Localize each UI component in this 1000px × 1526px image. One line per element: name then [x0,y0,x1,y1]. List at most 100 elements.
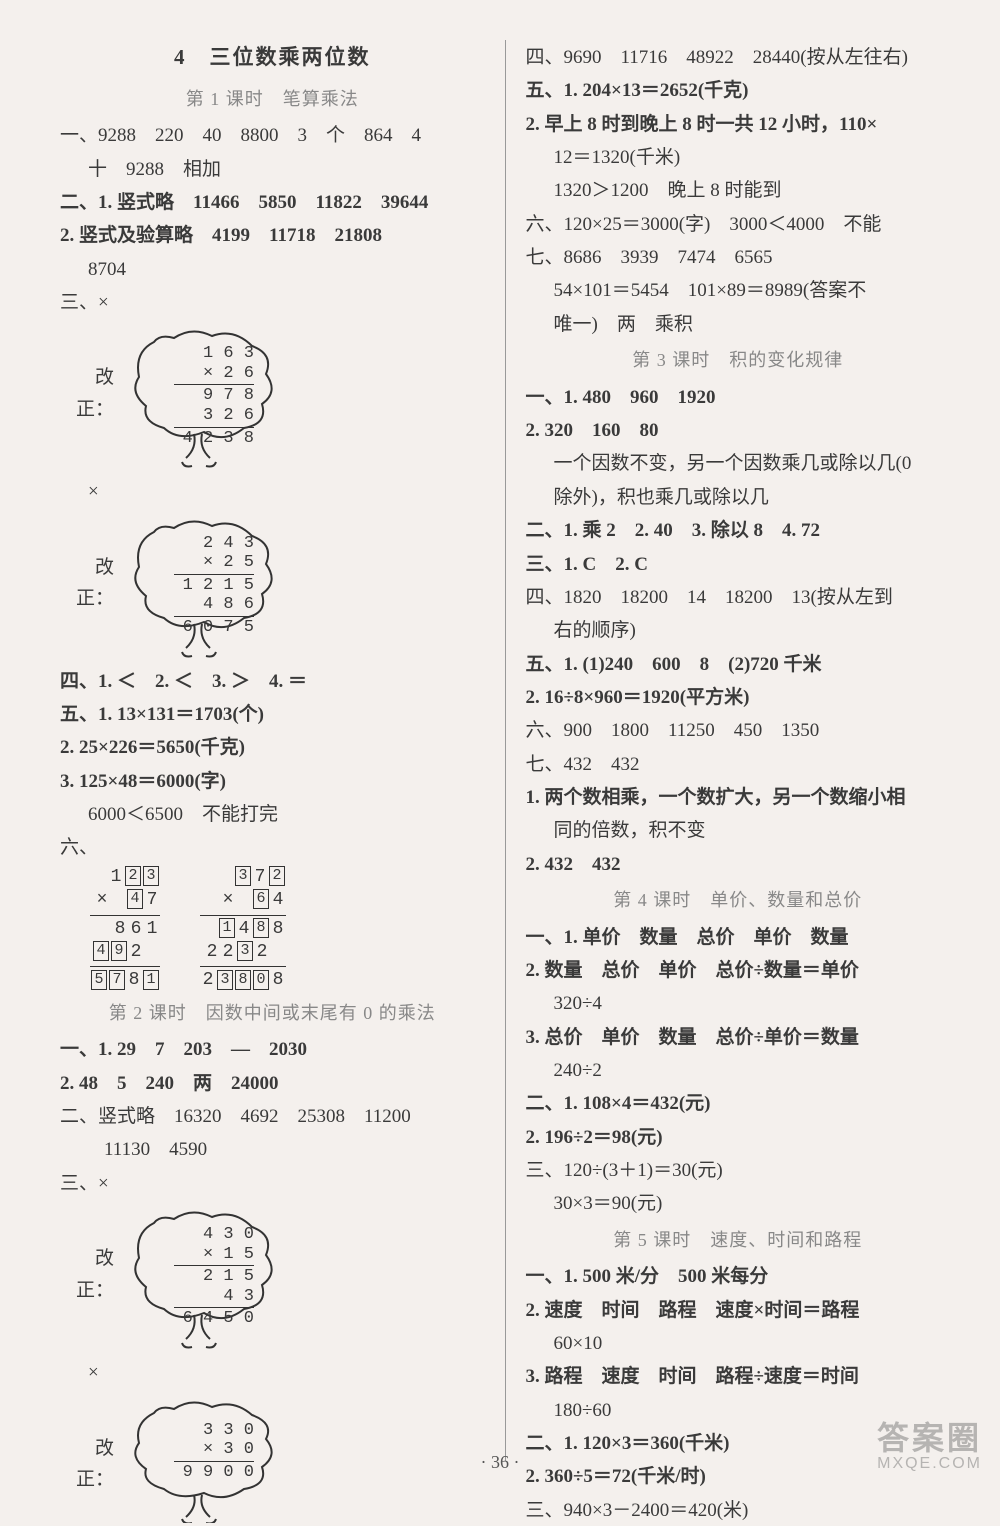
text-line: 二、1. 108×4＝432(元) [526,1088,951,1119]
text-span: 2. 早上 8 时到晚上 8 时一共 12 小时，110× [526,114,878,135]
watermark: 答案圈 MXQE.COM [877,1413,982,1473]
text-line: 七、432 432 [526,749,951,780]
text-line: 一、9288 220 40 8800 3 个 864 4 [60,120,485,151]
text-line: 六、900 1800 11250 450 1350 [526,715,951,746]
column-divider [505,40,506,1461]
text-line: 三、940×3－2400＝420(米) [526,1495,951,1526]
text-line: 一个因数不变，另一个因数乘几或除以几(0 [526,448,951,479]
text-line: 2. 196÷2＝98(元) [526,1122,951,1153]
text-span: 2. 25×226＝5650(千克) [60,737,245,758]
lesson-3-title: 第 3 课时 积的变化规律 [526,346,951,376]
text-line: 3. 路程 速度 时间 路程÷速度＝时间 [526,1361,951,1392]
text-line: 除外)，积也乘几或除以几 [526,482,951,513]
correction-tree-3: 改正： 4 3 0 × 1 5 2 1 5 4 3 6 4 5 0 [60,1203,485,1353]
text-line: 一、1. 480 960 1920 [526,382,951,413]
text-line: 2. 数量 总价 单价 总价÷数量＝单价 [526,955,951,986]
right-column: 四、9690 11716 48922 28440(按从左往右) 五、1. 204… [526,40,951,1461]
text-span: 2. 竖式及验算略 4199 11718 21808 [60,225,382,246]
text-line: 四、1. ＜ 2. ＜ 3. ＞ 4. ＝ [60,666,485,697]
text-line: 30×3＝90(元) [526,1188,951,1219]
text-line: 二、竖式略 16320 4692 25308 11200 [60,1101,485,1132]
text-line: 六、120×25＝3000(字) 3000＜4000 不能 [526,209,951,240]
fill-box-right: 372×641488223223808 [200,866,286,993]
page: 4 三位数乘两位数 第 1 课时 笔算乘法 一、9288 220 40 8800… [0,0,1000,1491]
text-span: 一、1. 单价 数量 总价 单价 数量 [526,927,849,948]
lesson-4-title: 第 4 课时 单价、数量和总价 [526,886,951,916]
vertical-multiplication: 1 6 3 × 2 6 9 7 8 3 2 6 4 2 3 8 [174,344,262,448]
text-span: 五、1. 204×13＝2652(千克) [526,80,749,101]
rule-line [174,1265,254,1266]
text-line: 五、1. 204×13＝2652(千克) [526,75,951,106]
text-line: 一、1. 500 米/分 500 米每分 [526,1261,951,1292]
text-line: 三、× [60,287,485,318]
text-span: 2. 320 160 80 [526,420,659,441]
mult-row: 4 8 6 [174,595,254,615]
text-span: 二、1. 乘 2 2. 40 3. 除以 8 4. 72 [526,520,821,541]
text-line: 8704 [60,254,485,285]
lesson-5-title: 第 5 课时 速度、时间和路程 [526,1226,951,1256]
mult-row: 4 3 0 [174,1225,254,1245]
text-span: 五、1. 13×131＝1703(个) [60,704,264,725]
mult-row: 3 3 0 [174,1421,254,1441]
text-line: × [60,476,485,507]
text-line: 3. 总价 单价 数量 总价÷单价＝数量 [526,1022,951,1053]
text-line: 三、1. C 2. C [526,549,951,580]
text-span: 2. 数量 总价 单价 总价÷数量＝单价 [526,960,859,981]
text-line: 七、8686 3939 7474 6565 [526,242,951,273]
text-line: 三、× [60,1168,485,1199]
text-line: 唯一) 两 乘积 [526,309,951,340]
correction-label: 改正： [60,512,114,615]
text-span: 3. 路程 速度 时间 路程÷速度＝时间 [526,1366,859,1387]
lesson-1-title: 第 1 课时 笔算乘法 [60,85,485,115]
rule-line [174,574,254,575]
mult-row: 6 0 7 5 [174,618,254,638]
text-span: 二、1. 108×4＝432(元) [526,1093,711,1114]
correction-tree-1: 改正： 1 6 3 × 2 6 9 7 8 3 2 6 4 2 3 8 [60,322,485,472]
vertical-multiplication: 4 3 0 × 1 5 2 1 5 4 3 6 4 5 0 [174,1225,262,1329]
text-span: 2. 48 5 240 两 24000 [60,1073,279,1094]
text-span: 2. 速度 时间 路程 速度×时间＝路程 [526,1300,860,1321]
text-line: 2. 25×226＝5650(千克) [60,732,485,763]
mult-row: × 1 5 [174,1245,254,1265]
text-line: 四、1820 18200 14 18200 13(按从左到 [526,582,951,613]
mult-row: 6 4 5 0 [174,1309,254,1329]
text-line: 2. 16÷8×960＝1920(平方米) [526,682,951,713]
text-line: 320÷4 [526,988,951,1019]
text-span: 2. 16÷8×960＝1920(平方米) [526,687,750,708]
correction-label: 改正： [60,1393,114,1496]
chapter-title: 4 三位数乘两位数 [60,40,485,75]
text-line: 二、1. 竖式略 11466 5850 11822 39644 [60,187,485,218]
watermark-line1: 答案圈 [877,1413,982,1459]
text-line: 1. 两个数相乘，一个数扩大，另一个数缩小相 [526,782,951,813]
correction-label: 改正： [60,1203,114,1306]
rule-line [174,427,254,428]
correction-label: 改正： [60,322,114,425]
mult-row: × 2 5 [174,553,254,573]
rule-line [174,1307,254,1308]
vertical-multiplication: 2 4 3 × 2 5 1 2 1 5 4 8 6 6 0 7 5 [174,534,262,638]
text-line: 右的顺序) [526,615,951,646]
text-line: 五、1. (1)240 600 8 (2)720 千米 [526,649,951,680]
rule-line [174,616,254,617]
mult-row: 9 7 8 [174,386,254,406]
text-line: 四、9690 11716 48922 28440(按从左往右) [526,42,951,73]
text-line: 2. 早上 8 时到晚上 8 时一共 12 小时，110× [526,109,951,140]
correction-tree-2: 改正： 2 4 3 × 2 5 1 2 1 5 4 8 6 6 0 7 5 [60,512,485,662]
text-line: 2. 320 160 80 [526,415,951,446]
mult-row: × 2 6 [174,364,254,384]
text-line: 一、1. 单价 数量 总价 单价 数量 [526,922,951,953]
rule-line [174,384,254,385]
mult-row: 3 2 6 [174,406,254,426]
text-line: 五、1. 13×131＝1703(个) [60,699,485,730]
text-span: 一、1. 29 7 203 — 2030 [60,1039,307,1060]
fill-box-left: 123×478614925781 [90,866,160,993]
text-span: 一、1. 480 960 1920 [526,387,716,408]
text-span: 五、1. (1)240 600 8 (2)720 千米 [526,654,822,675]
text-line: 2. 48 5 240 两 24000 [60,1068,485,1099]
text-span: 三、1. C 2. C [526,554,648,575]
text-line: 1320＞1200 晚上 8 时能到 [526,175,951,206]
text-line: 54×101＝5454 101×89＝8989(答案不 [526,275,951,306]
text-span: 2. 432 432 [526,854,621,875]
text-line: 6000＜6500 不能打完 [60,799,485,830]
page-number: · 36 · [0,1452,1000,1473]
